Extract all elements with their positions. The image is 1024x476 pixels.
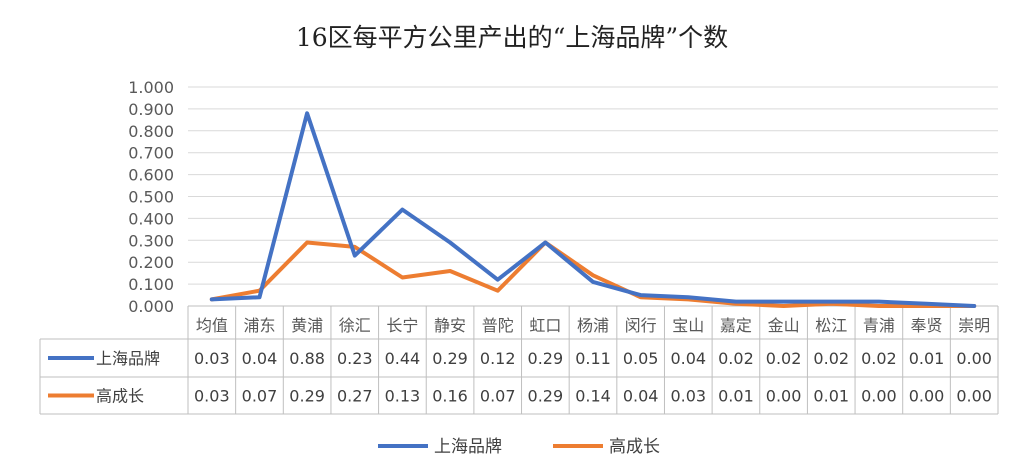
x-tick-label: 均值 [196, 316, 228, 335]
data-point [257, 295, 261, 299]
x-tick-label: 奉贤 [911, 316, 943, 335]
legend-label: 高成长 [609, 437, 660, 457]
x-tick-label: 浦东 [243, 316, 275, 335]
data-label: 0.01 [718, 387, 754, 406]
data-label: 0.03 [194, 387, 230, 406]
data-point [877, 300, 881, 304]
data-point [639, 293, 643, 297]
table-series-name: 上海品牌 [96, 349, 160, 368]
y-tick-label: 0.400 [128, 209, 174, 228]
data-point [305, 240, 309, 244]
x-tick-label: 静安 [434, 316, 466, 335]
data-point [591, 280, 595, 284]
data-label: 0.29 [528, 349, 564, 368]
data-label: 0.04 [670, 349, 706, 368]
y-tick-label: 0.100 [128, 275, 174, 294]
chart-title: 16区每平方公里产出的“上海品牌”个数 [295, 23, 729, 52]
data-point [210, 297, 214, 301]
x-tick-label: 虹口 [529, 316, 561, 335]
data-label: 0.29 [432, 349, 468, 368]
data-point [734, 300, 738, 304]
y-tick-label: 0.800 [128, 122, 174, 141]
x-tick-label: 宝山 [672, 316, 704, 335]
data-point [829, 300, 833, 304]
data-label: 0.03 [670, 387, 706, 406]
data-point [496, 289, 500, 293]
x-tick-label: 杨浦 [577, 316, 609, 335]
y-tick-label: 1.000 [128, 78, 174, 97]
data-label: 0.00 [861, 387, 897, 406]
y-tick-label: 0.000 [128, 297, 174, 316]
data-point [400, 276, 404, 280]
data-label: 0.04 [623, 387, 659, 406]
y-tick-label: 0.700 [128, 144, 174, 163]
data-label: 0.04 [242, 349, 278, 368]
legend-label: 上海品牌 [434, 437, 502, 457]
data-label: 0.11 [575, 349, 611, 368]
data-label: 0.29 [528, 387, 564, 406]
data-label: 0.12 [480, 349, 516, 368]
data-point [972, 304, 976, 308]
data-point [353, 254, 357, 258]
data-label: 0.00 [956, 387, 992, 406]
data-label: 0.02 [813, 349, 849, 368]
data-label: 0.05 [623, 349, 659, 368]
data-point [448, 240, 452, 244]
data-label: 0.07 [480, 387, 516, 406]
data-label: 0.13 [385, 387, 421, 406]
data-label: 0.27 [337, 387, 373, 406]
y-tick-label: 0.500 [128, 188, 174, 207]
data-point [925, 302, 929, 306]
data-label: 0.02 [766, 349, 802, 368]
data-point [400, 208, 404, 212]
data-label: 0.29 [289, 387, 325, 406]
data-label: 0.23 [337, 349, 373, 368]
data-label: 0.16 [432, 387, 468, 406]
data-label: 0.14 [575, 387, 611, 406]
data-point [496, 278, 500, 282]
x-tick-label: 闵行 [625, 316, 657, 335]
data-point [782, 300, 786, 304]
data-label: 0.02 [861, 349, 897, 368]
x-tick-label: 金山 [768, 316, 800, 335]
data-point [543, 240, 547, 244]
x-tick-label: 普陀 [482, 316, 514, 335]
data-label: 0.07 [242, 387, 278, 406]
y-tick-label: 0.300 [128, 231, 174, 250]
data-label: 0.00 [909, 387, 945, 406]
x-tick-label: 松江 [815, 316, 847, 335]
x-tick-label: 徐汇 [339, 316, 371, 335]
data-label: 0.02 [718, 349, 754, 368]
data-label: 0.44 [385, 349, 421, 368]
table-series-name: 高成长 [96, 387, 144, 406]
data-label: 0.00 [766, 387, 802, 406]
data-label: 0.03 [194, 349, 230, 368]
data-label: 0.88 [289, 349, 325, 368]
data-label: 0.01 [813, 387, 849, 406]
x-tick-label: 黄浦 [291, 316, 323, 335]
data-point [591, 273, 595, 277]
data-point [686, 295, 690, 299]
y-tick-label: 0.900 [128, 100, 174, 119]
x-tick-label: 青浦 [863, 316, 895, 335]
y-tick-label: 0.200 [128, 253, 174, 272]
data-point [877, 304, 881, 308]
x-tick-label: 长宁 [386, 316, 418, 335]
data-point [305, 111, 309, 115]
data-label: 0.00 [956, 349, 992, 368]
y-tick-label: 0.600 [128, 166, 174, 185]
data-point [782, 304, 786, 308]
data-label: 0.01 [909, 349, 945, 368]
x-tick-label: 嘉定 [720, 316, 752, 335]
data-point [448, 269, 452, 273]
x-tick-label: 崇明 [958, 316, 990, 335]
